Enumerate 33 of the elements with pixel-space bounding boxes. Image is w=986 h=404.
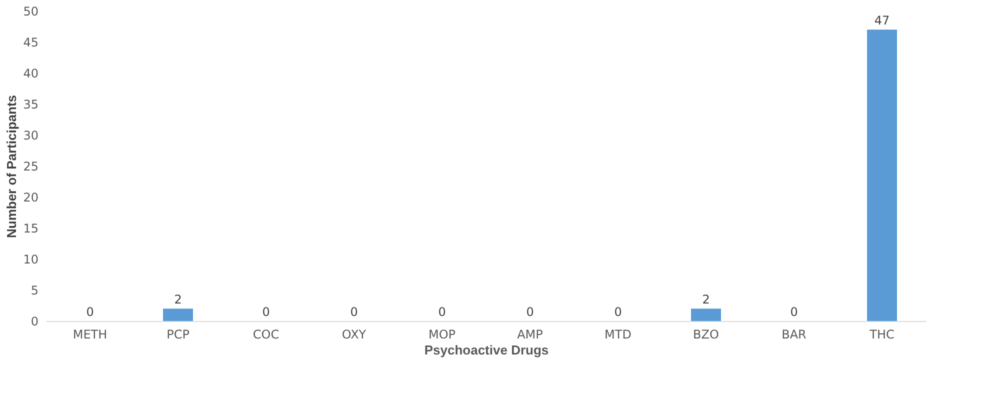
y-axis-title: Number of Participants <box>4 94 20 238</box>
y-tick-label: 45 <box>23 36 38 50</box>
data-label: 0 <box>614 305 622 319</box>
x-tick-label: AMP <box>517 328 543 342</box>
data-label: 2 <box>174 292 182 307</box>
x-axis-title: Psychoactive Drugs <box>424 342 549 358</box>
data-label: 0 <box>86 305 94 319</box>
x-tick-label: COC <box>252 328 280 342</box>
y-tick-label: 50 <box>23 4 38 18</box>
data-label: 0 <box>526 305 534 319</box>
data-label: 47 <box>874 14 890 28</box>
data-label: 0 <box>262 305 270 319</box>
y-tick-label: 25 <box>23 160 38 174</box>
x-tick-label: MTD <box>604 328 632 342</box>
y-tick-label: 20 <box>23 190 38 204</box>
y-tick-label: 0 <box>30 314 38 328</box>
data-label: 0 <box>350 305 358 319</box>
data-label: 2 <box>702 292 710 307</box>
data-label: 0 <box>438 305 446 319</box>
x-tick-label: BAR <box>782 328 806 342</box>
y-tick-label: 35 <box>23 98 38 112</box>
x-tick-label: PCP <box>166 328 190 342</box>
x-tick-label: BZO <box>693 328 719 342</box>
y-tick-label: 5 <box>30 284 38 298</box>
x-tick-label: MOP <box>428 328 456 342</box>
y-tick-label: 40 <box>23 66 38 80</box>
x-tick-label: THC <box>868 328 894 342</box>
y-tick-label: 10 <box>23 252 38 266</box>
y-tick-label: 15 <box>23 222 38 236</box>
y-tick-label: 30 <box>23 128 38 142</box>
data-label: 0 <box>790 305 798 319</box>
x-tick-label: OXY <box>342 328 367 342</box>
x-tick-label: METH <box>72 328 108 342</box>
